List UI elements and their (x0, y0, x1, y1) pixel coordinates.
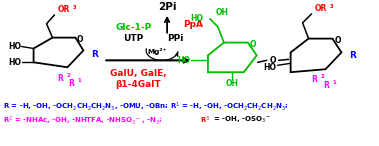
Text: 2Pi: 2Pi (158, 2, 176, 12)
Text: UTP: UTP (123, 34, 143, 43)
Text: = -OH, -OSO$_3$$^-$: = -OH, -OSO$_3$$^-$ (211, 115, 271, 125)
Text: Mg²⁺: Mg²⁺ (147, 48, 167, 55)
Text: HO: HO (191, 14, 204, 23)
Text: R$^3$: R$^3$ (200, 115, 210, 126)
Text: R: R (312, 75, 318, 84)
Text: HO: HO (264, 63, 277, 72)
Text: Glc-1-P: Glc-1-P (115, 23, 151, 32)
Text: PpA: PpA (183, 20, 203, 29)
Text: 1: 1 (77, 78, 81, 83)
Text: R = -H, -OH, -OCH$_2$CH$_2$CH$_2$N$_3$, -OMU, -OBn; R$^1$ = -H, -OH, -OCH$_2$CH$: R = -H, -OH, -OCH$_2$CH$_2$CH$_2$N$_3$, … (3, 101, 288, 113)
Text: O: O (76, 35, 83, 44)
Text: OR: OR (58, 5, 70, 14)
Text: R: R (324, 81, 329, 89)
Text: 3: 3 (329, 4, 333, 8)
Text: R: R (58, 74, 63, 83)
Text: R: R (69, 79, 74, 88)
Text: HO: HO (9, 58, 22, 67)
Text: OH: OH (226, 79, 238, 88)
Text: 2: 2 (321, 74, 324, 79)
Text: OH: OH (215, 8, 229, 17)
Text: 2: 2 (66, 73, 70, 78)
Text: HO: HO (177, 56, 190, 65)
Text: HO: HO (9, 42, 22, 51)
Text: 3: 3 (72, 5, 76, 9)
Text: R$^2$ = -NHAc, -OH, -NHTFA, -NHSO$_3$$^-$, -N$_3$;: R$^2$ = -NHAc, -OH, -NHTFA, -NHSO$_3$$^-… (3, 115, 162, 127)
Text: O: O (269, 56, 276, 65)
Text: GalU, GalE,: GalU, GalE, (110, 69, 166, 78)
Text: PPi: PPi (167, 34, 183, 43)
Text: R: R (349, 51, 356, 60)
Text: OR: OR (315, 5, 327, 13)
Text: R: R (91, 50, 98, 59)
Text: 1: 1 (332, 80, 336, 85)
Text: O: O (249, 40, 256, 49)
Text: O: O (334, 36, 341, 45)
Text: β1-4GalT: β1-4GalT (115, 80, 161, 89)
